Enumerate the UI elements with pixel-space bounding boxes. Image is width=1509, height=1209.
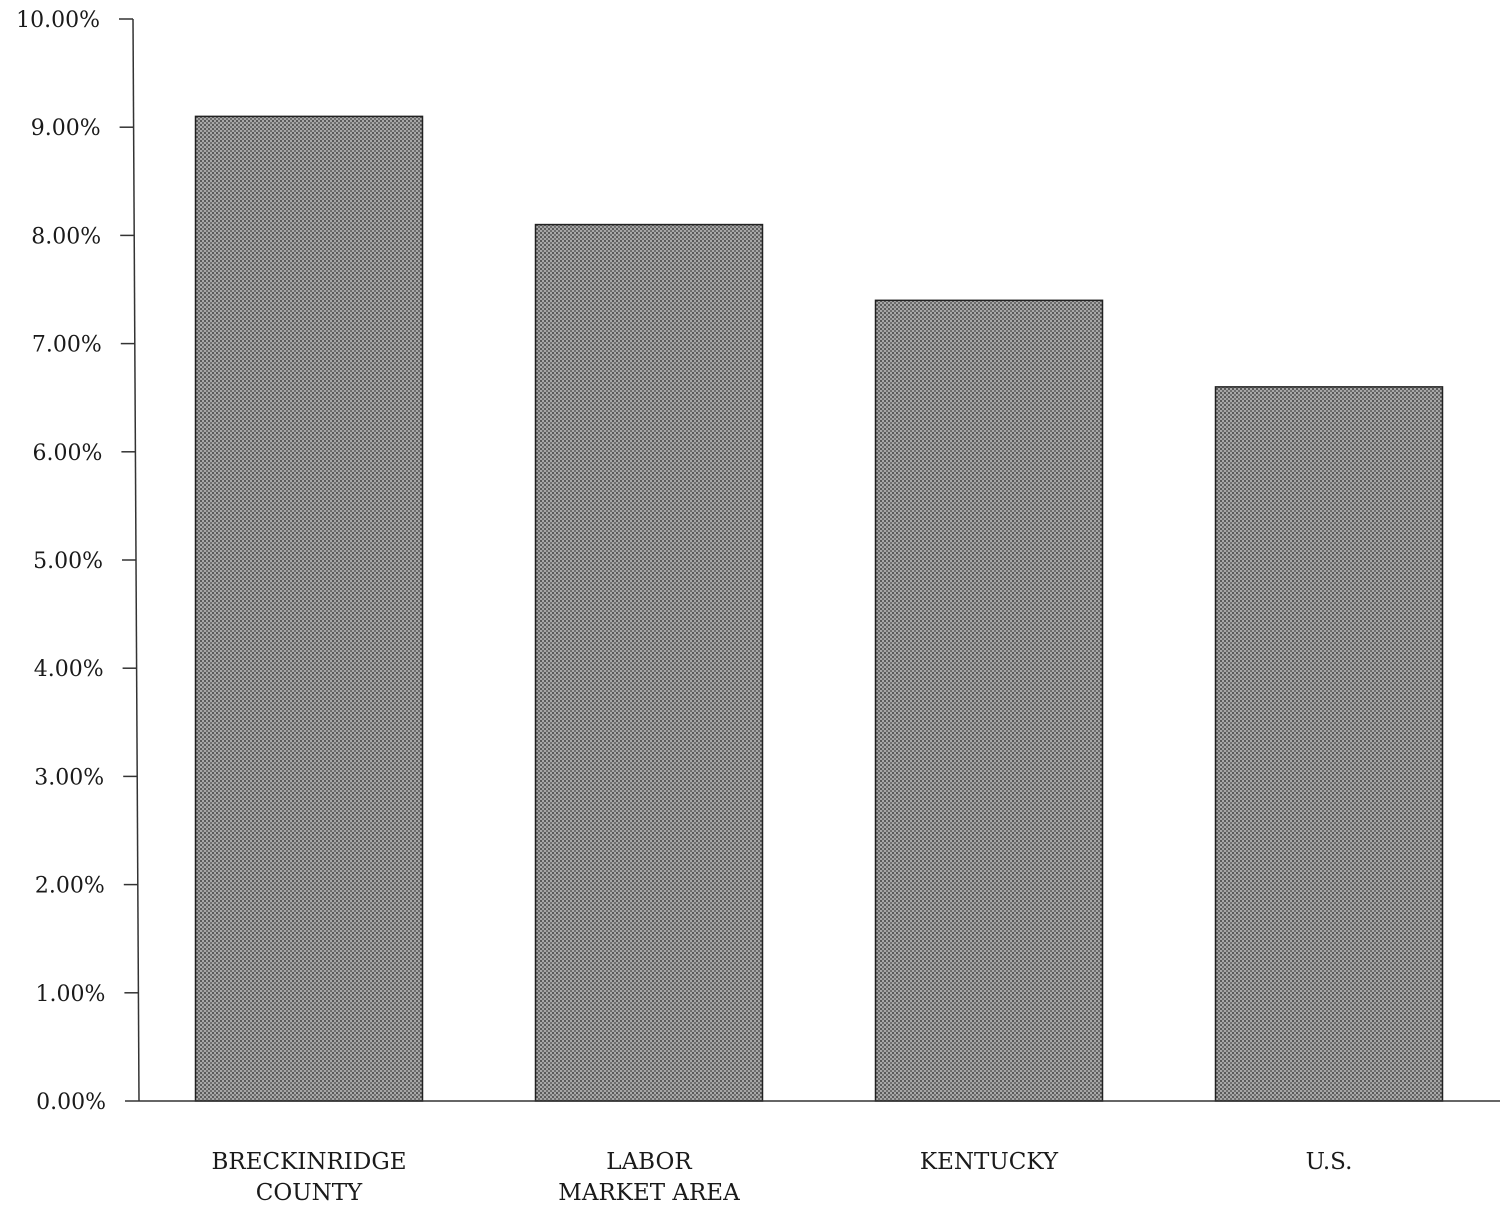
bar <box>194 115 424 1102</box>
y-tick-label: 10.00% <box>16 8 100 33</box>
y-tick-label: 5.00% <box>33 549 103 574</box>
y-tick-label: 3.00% <box>34 765 104 790</box>
bar <box>1214 386 1444 1102</box>
bars <box>194 115 1444 1102</box>
y-tick-label: 1.00% <box>36 982 106 1007</box>
bar <box>534 223 764 1102</box>
y-tick-label: 9.00% <box>31 116 101 141</box>
y-axis: 0.00% 1.00% 2.00% 3.00% 4.00% 5.00% 6.00% 7.00%… <box>16 8 140 1115</box>
y-tick-label: 6.00% <box>33 441 103 466</box>
x-category-label: BRECKINRIDGE COUNTY <box>211 1149 406 1205</box>
x-category-label: LABOR MARKET AREA <box>558 1149 740 1205</box>
y-tick-label: 7.00% <box>32 333 102 358</box>
x-category-label: KENTUCKY <box>920 1149 1059 1175</box>
x-axis: BRECKINRIDGE COUNTY LABOR MARKET AREA KENTUC… <box>139 1100 1500 1206</box>
y-tick-label: 2.00% <box>35 874 105 899</box>
y-tick-label: 8.00% <box>31 224 101 249</box>
y-tick-label: 4.00% <box>34 657 104 682</box>
x-category-label: U.S. <box>1306 1149 1353 1175</box>
y-tick-label: 0.00% <box>36 1090 106 1115</box>
bar <box>874 299 1104 1102</box>
